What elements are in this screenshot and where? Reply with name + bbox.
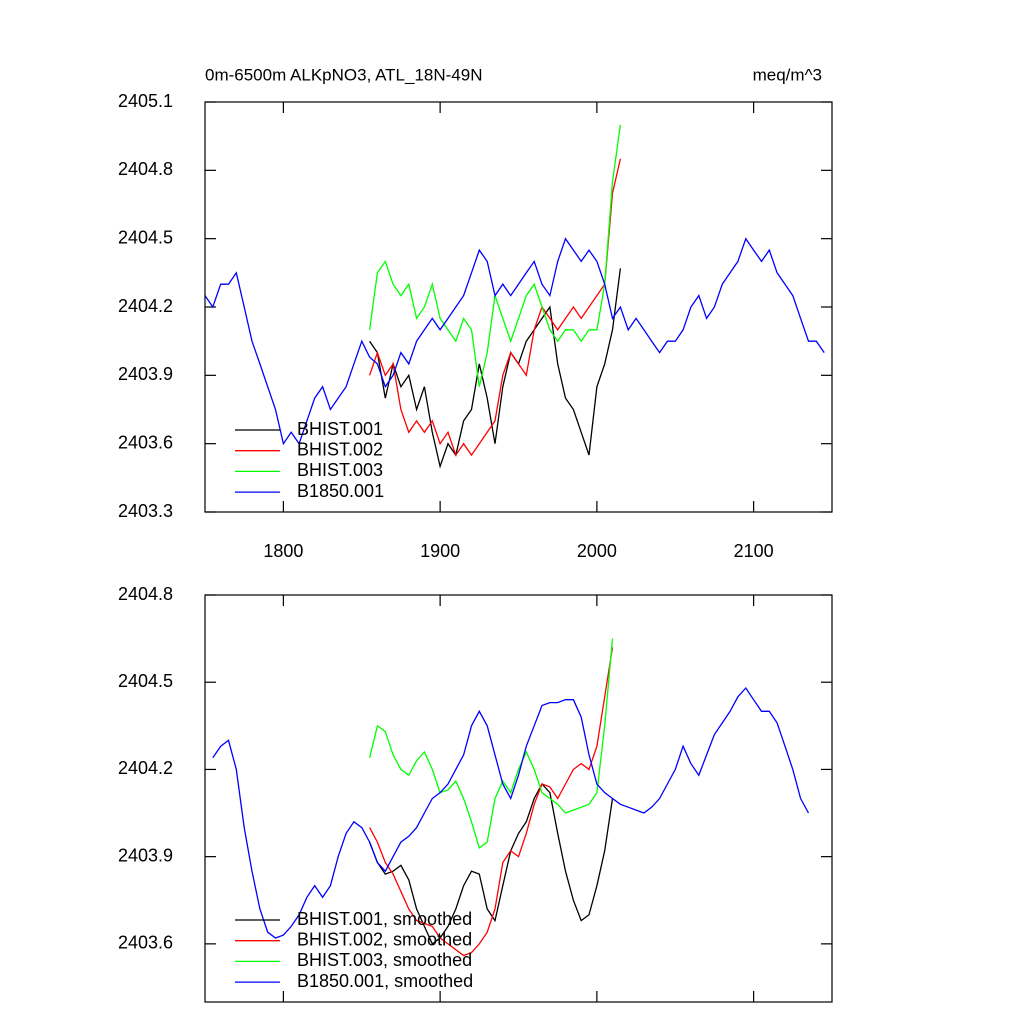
y-tick-label: 2403.6 xyxy=(118,933,173,953)
y-tick-label: 2403.3 xyxy=(118,501,173,521)
series-line xyxy=(368,782,614,945)
series-line xyxy=(212,686,810,939)
y-tick-label: 2405.1 xyxy=(118,91,173,111)
series-line xyxy=(368,124,622,387)
y-tick-label: 2404.5 xyxy=(118,671,173,691)
y-tick-label: 2403.9 xyxy=(118,364,173,384)
y-tick-label: 2404.2 xyxy=(118,296,173,316)
legend-label: B1850.001, smoothed xyxy=(297,971,473,991)
y-tick-label: 2403.6 xyxy=(118,432,173,452)
y-tick-label: 2404.5 xyxy=(118,227,173,247)
series-line xyxy=(204,237,825,446)
legend-label: BHIST.001 xyxy=(297,419,383,439)
series-line xyxy=(368,638,614,849)
legend-label: BHIST.002, smoothed xyxy=(297,929,472,949)
legend-label: BHIST.003, smoothed xyxy=(297,950,472,970)
y-tick-label: 2404.8 xyxy=(118,159,173,179)
legend-label: B1850.001 xyxy=(297,481,384,501)
y-tick-label: 2403.9 xyxy=(118,845,173,865)
x-tick-label: 2100 xyxy=(734,541,774,561)
chart-title: 0m-6500m ALKpNO3, ATL_18N-49N xyxy=(205,65,483,84)
x-tick-label: 1800 xyxy=(263,541,303,561)
y-tick-label: 2404.2 xyxy=(118,758,173,778)
x-tick-label: 2000 xyxy=(577,541,617,561)
legend-label: BHIST.001, smoothed xyxy=(297,909,472,929)
series-line xyxy=(368,158,622,457)
x-tick-label: 1900 xyxy=(420,541,460,561)
plot-frame xyxy=(204,594,833,1003)
legend-label: BHIST.002 xyxy=(297,439,383,459)
legend-label: BHIST.003 xyxy=(297,460,383,480)
units-label: meq/m^3 xyxy=(753,65,822,84)
series-line xyxy=(369,647,614,957)
series-line xyxy=(369,268,622,469)
y-tick-label: 2404.8 xyxy=(118,584,173,604)
plot-frame xyxy=(204,101,833,513)
